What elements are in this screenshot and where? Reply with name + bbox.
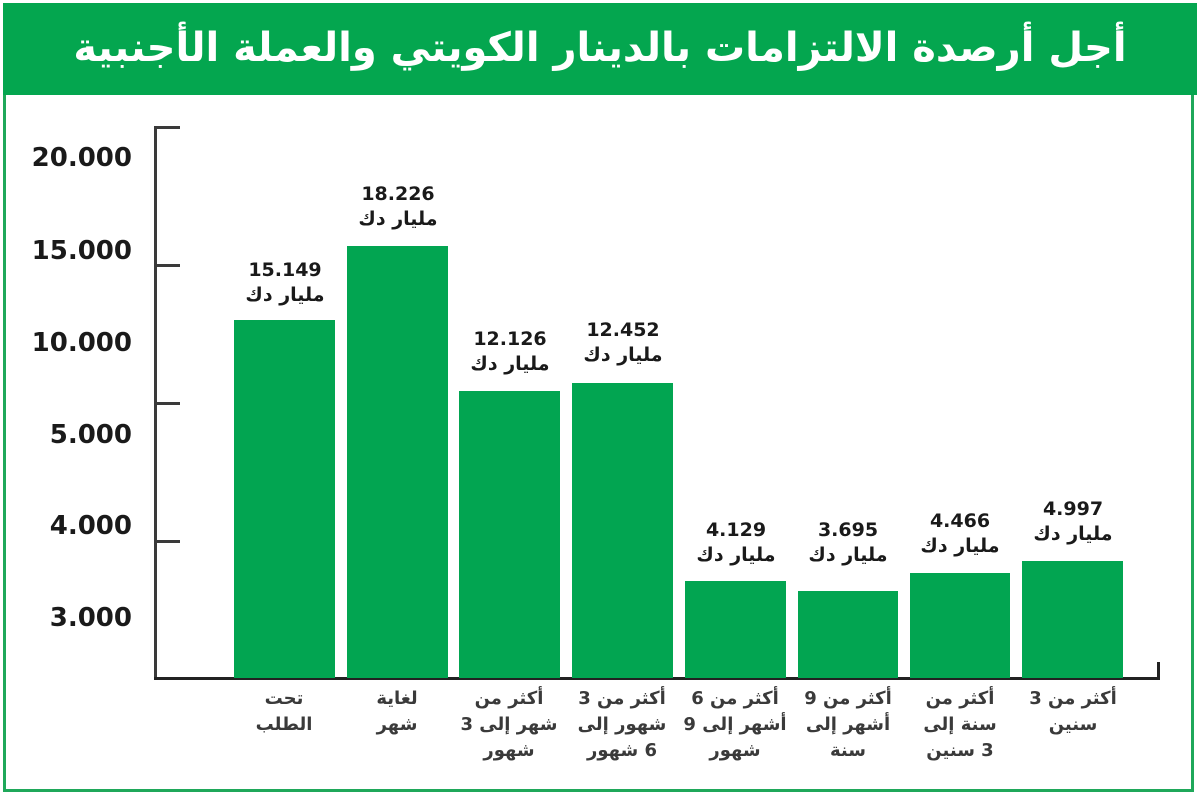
value-label: 12.452 مليار دك [583, 319, 663, 366]
y-tick-label: 4.000 [49, 511, 132, 541]
y-tick-label: 5.000 [49, 420, 132, 450]
value-label: 4.997 مليار دك [1033, 498, 1113, 545]
y-tick [154, 264, 180, 267]
bar-3-6-months [572, 383, 673, 678]
value-label: 4.129 مليار دك [696, 519, 776, 566]
y-tick-label: 3.000 [49, 603, 132, 633]
bar-1-3-years [910, 573, 1010, 678]
value-label: 4.466 مليار دك [920, 510, 1000, 557]
bar-9-12-months [798, 591, 898, 678]
x-axis [154, 677, 1160, 680]
value-label: 18.226 مليار دك [358, 183, 438, 230]
bar-6-9-months [685, 581, 786, 678]
value-label: 15.149 مليار دك [245, 259, 325, 306]
y-tick [154, 402, 180, 405]
y-tick [154, 126, 180, 129]
value-label: 12.126 مليار دك [470, 328, 550, 375]
y-tick-label: 10.000 [31, 328, 132, 358]
y-tick-label: 20.000 [31, 143, 132, 173]
category-label: أكثر من سنة إلى 3 سنين [923, 688, 997, 761]
bar-on-demand [234, 320, 335, 678]
category-label: لغاية شهر [376, 688, 418, 735]
bar-over-3-years [1022, 561, 1123, 678]
category-label: أكثر من شهر إلى 3 شهور [460, 688, 558, 761]
category-label: أكثر من 3 سنين [1029, 688, 1117, 735]
category-label: تحت الطلب [255, 688, 313, 735]
title-banner: أجل أرصدة الالتزامات بالدينار الكويتي وا… [3, 3, 1197, 95]
category-label: أكثر من 6 أشهر إلى 9 شهور [683, 688, 787, 761]
category-label: أكثر من 3 شهور إلى 6 شهور [577, 688, 667, 761]
value-label: 3.695 مليار دك [808, 519, 888, 566]
y-tick [154, 540, 180, 543]
x-axis-end-tick [1157, 662, 1160, 680]
chart-title: أجل أرصدة الالتزامات بالدينار الكويتي وا… [73, 25, 1127, 71]
bar-1-3-months [459, 391, 560, 678]
category-label: أكثر من 9 أشهر إلى سنة [804, 688, 892, 761]
bar-up-to-month [347, 246, 448, 678]
y-tick-label: 15.000 [31, 236, 132, 266]
